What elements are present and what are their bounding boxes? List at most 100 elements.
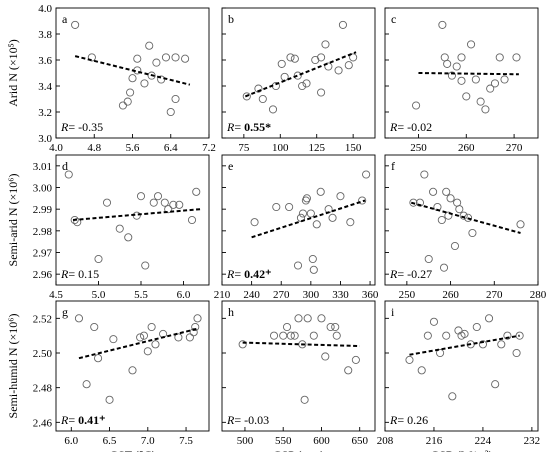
- x-tick-label: 210: [214, 289, 231, 301]
- data-point: [174, 333, 183, 342]
- y-tick-label: 3.00: [33, 183, 53, 195]
- data-point: [140, 79, 149, 88]
- plot-frame: [384, 7, 539, 139]
- data-point: [294, 314, 303, 323]
- data-point: [191, 322, 200, 332]
- data-point: [309, 331, 318, 340]
- y-tick-label: 3.8: [38, 29, 52, 41]
- trend-line: [251, 199, 366, 239]
- r-value: -0.02: [407, 120, 432, 134]
- plot-frame: [221, 7, 376, 139]
- data-point: [123, 97, 132, 106]
- data-point: [358, 196, 367, 205]
- correlation-label: R= -0.27: [389, 267, 432, 281]
- r-symbol: R: [226, 120, 235, 134]
- data-point: [277, 59, 286, 68]
- data-point: [439, 263, 449, 272]
- data-point: [450, 241, 459, 251]
- data-point: [417, 366, 426, 375]
- data-point: [346, 218, 355, 227]
- data-point: [147, 322, 156, 332]
- y-tick-label: 2.98: [33, 226, 53, 238]
- data-point: [321, 40, 330, 49]
- data-point: [362, 170, 371, 179]
- data-point: [443, 59, 452, 68]
- r-value: 0.42⁺: [244, 267, 271, 281]
- data-point: [500, 75, 509, 84]
- x-tick-label: 5.5: [134, 289, 148, 301]
- data-point: [321, 352, 330, 361]
- correlation-label: R= 0.41⁺: [60, 413, 105, 427]
- x-tick-label: 5.0: [92, 289, 106, 301]
- data-point: [152, 58, 161, 67]
- data-point: [429, 187, 438, 196]
- data-point: [415, 198, 425, 207]
- data-point: [136, 333, 145, 342]
- data-point: [87, 53, 96, 62]
- data-point: [459, 211, 468, 220]
- data-point: [503, 331, 512, 340]
- data-point: [258, 94, 267, 104]
- panel-letter: d: [62, 159, 68, 173]
- data-point: [306, 209, 315, 218]
- panel-letter: b: [228, 12, 234, 26]
- panel-letter: i: [391, 305, 395, 319]
- x-tick-label: 270: [486, 289, 503, 301]
- plot-frame: [55, 7, 210, 139]
- data-point: [424, 254, 433, 264]
- data-point: [164, 205, 173, 214]
- data-point: [143, 347, 152, 356]
- r-value: 0.41⁺: [78, 413, 105, 427]
- x-axis-label: GST (°C): [109, 448, 155, 452]
- r-symbol: R: [226, 413, 235, 427]
- data-point: [64, 170, 73, 179]
- x-tick-label: 260: [458, 142, 475, 154]
- x-tick-label: 5.6: [126, 142, 140, 154]
- data-point: [242, 92, 251, 101]
- x-tick-label: 4.0: [49, 142, 63, 154]
- data-point: [486, 84, 495, 93]
- data-point: [334, 66, 343, 75]
- data-point: [187, 215, 197, 225]
- data-point: [185, 333, 194, 342]
- x-tick-label: 250: [410, 142, 427, 154]
- data-point: [324, 62, 333, 71]
- data-point: [338, 20, 347, 29]
- data-point: [326, 322, 335, 332]
- r-equals: =: [397, 267, 407, 281]
- y-tick-label: 3.01: [33, 161, 52, 173]
- data-point: [193, 314, 202, 323]
- panel-h: 500 550 600 650 GSP (mm) h R= -0.03: [221, 300, 376, 452]
- data-point: [94, 254, 103, 264]
- data-point: [74, 314, 83, 323]
- correlation-label: R= 0.15: [60, 267, 99, 281]
- data-point: [171, 94, 180, 104]
- r-symbol: R: [60, 120, 69, 134]
- r-equals: =: [68, 120, 78, 134]
- data-point: [189, 328, 198, 337]
- x-tick-label: 300: [303, 289, 320, 301]
- x-tick-label: 4.8: [87, 142, 101, 154]
- x-tick-label: 208: [377, 435, 394, 447]
- data-point: [90, 322, 99, 332]
- data-point: [512, 53, 521, 62]
- data-point: [429, 317, 439, 326]
- y-tick-label: 2.97: [33, 248, 53, 260]
- data-point: [349, 53, 358, 62]
- panel-d: 4.5 5.0 5.5 6.0 2.96 2.97 2.98 2.99 3.00 3.01 Semi…: [6, 154, 210, 301]
- data-point: [157, 75, 166, 84]
- data-point: [332, 331, 341, 340]
- r-value: 0.55*: [244, 120, 271, 134]
- x-tick-label: 270: [506, 142, 523, 154]
- data-point: [149, 198, 158, 207]
- data-point: [452, 62, 461, 71]
- data-point: [317, 53, 326, 62]
- data-point: [136, 192, 146, 201]
- data-point: [442, 187, 451, 196]
- plot-frame: [384, 300, 539, 432]
- data-point: [293, 261, 303, 270]
- data-point: [280, 72, 289, 81]
- x-tick-label: 270: [273, 289, 290, 301]
- data-point: [296, 213, 306, 222]
- x-tick-label: 100: [272, 142, 289, 154]
